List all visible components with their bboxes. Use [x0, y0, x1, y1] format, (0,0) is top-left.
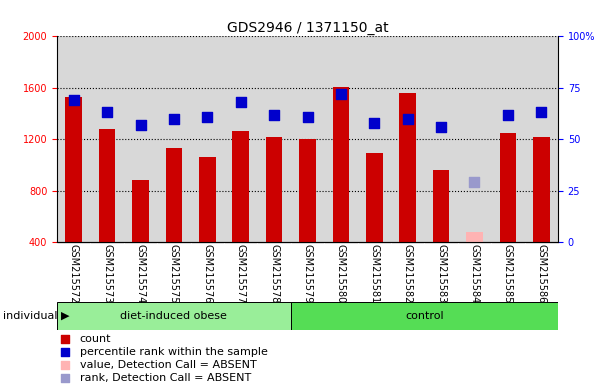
Bar [57, 302, 291, 329]
Bar [299, 139, 316, 242]
Point [403, 116, 413, 122]
Point [269, 111, 279, 118]
Bar [199, 157, 215, 242]
Text: GSM215585: GSM215585 [503, 244, 513, 303]
Text: GSM215581: GSM215581 [369, 244, 379, 303]
Bar [266, 137, 283, 242]
Title: GDS2946 / 1371150_at: GDS2946 / 1371150_at [227, 22, 388, 35]
Text: rank, Detection Call = ABSENT: rank, Detection Call = ABSENT [80, 372, 251, 382]
Bar [232, 131, 249, 242]
Text: percentile rank within the sample: percentile rank within the sample [80, 347, 268, 357]
Point [436, 124, 446, 130]
Bar [400, 93, 416, 242]
Text: GSM215574: GSM215574 [136, 244, 146, 303]
Text: GSM215586: GSM215586 [536, 244, 546, 303]
Text: GSM215579: GSM215579 [302, 244, 313, 303]
Point [69, 97, 79, 103]
Point [169, 116, 179, 122]
Point [60, 361, 70, 367]
Text: GSM215578: GSM215578 [269, 244, 279, 303]
Text: count: count [80, 334, 111, 344]
Bar [332, 86, 349, 242]
Text: GSM215575: GSM215575 [169, 244, 179, 303]
Point [60, 336, 70, 342]
Text: GSM215583: GSM215583 [436, 244, 446, 303]
Point [536, 109, 546, 116]
Text: GSM215580: GSM215580 [336, 244, 346, 303]
Bar [500, 133, 516, 242]
Text: control: control [405, 311, 444, 321]
Bar [99, 129, 115, 242]
Point [303, 114, 313, 120]
Text: GSM215582: GSM215582 [403, 244, 413, 303]
Text: value, Detection Call = ABSENT: value, Detection Call = ABSENT [80, 359, 256, 369]
Bar [132, 180, 149, 242]
Bar [65, 97, 82, 242]
Point [336, 91, 346, 97]
Point [503, 111, 512, 118]
Bar [291, 302, 558, 329]
Bar [366, 153, 383, 242]
Bar [166, 148, 182, 242]
Point [60, 349, 70, 355]
Text: GSM215577: GSM215577 [236, 244, 246, 303]
Point [136, 122, 145, 128]
Text: GSM215572: GSM215572 [69, 244, 79, 303]
Point [203, 114, 212, 120]
Point [236, 99, 245, 105]
Text: GSM215573: GSM215573 [102, 244, 112, 303]
Text: GSM215584: GSM215584 [469, 244, 479, 303]
Point [470, 179, 479, 185]
Bar [433, 170, 449, 242]
Bar [466, 232, 483, 242]
Point [60, 374, 70, 381]
Point [102, 109, 112, 116]
Text: GSM215576: GSM215576 [202, 244, 212, 303]
Text: individual ▶: individual ▶ [3, 311, 70, 321]
Text: diet-induced obese: diet-induced obese [121, 311, 227, 321]
Bar [533, 137, 550, 242]
Point [370, 120, 379, 126]
